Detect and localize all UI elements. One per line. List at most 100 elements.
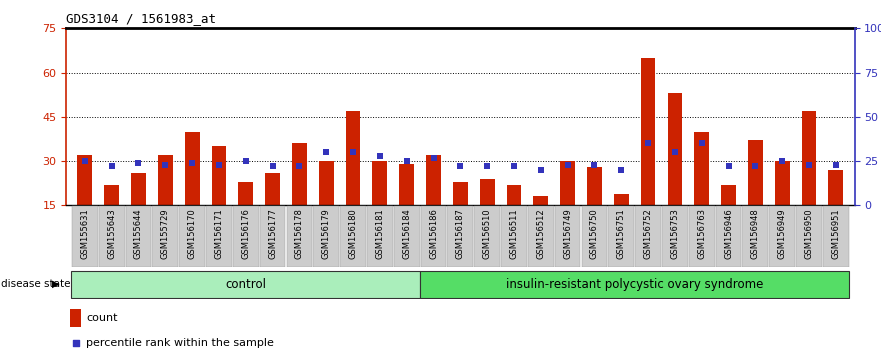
Point	[212, 162, 226, 167]
FancyBboxPatch shape	[152, 206, 178, 267]
Point	[668, 149, 682, 155]
Point	[159, 162, 173, 167]
Bar	[774, 161, 789, 205]
FancyBboxPatch shape	[206, 206, 232, 267]
Text: disease state: disease state	[1, 279, 70, 289]
Text: GSM156178: GSM156178	[295, 209, 304, 259]
FancyBboxPatch shape	[581, 206, 607, 267]
Text: GSM156184: GSM156184	[403, 209, 411, 259]
Text: GSM155644: GSM155644	[134, 209, 143, 259]
Text: GSM156750: GSM156750	[590, 209, 599, 259]
Point	[694, 141, 708, 146]
FancyBboxPatch shape	[662, 206, 688, 267]
Point	[480, 164, 494, 169]
Point	[373, 153, 387, 159]
Bar	[480, 179, 494, 205]
FancyBboxPatch shape	[528, 206, 553, 267]
Point	[802, 162, 816, 167]
Bar	[722, 185, 736, 205]
Text: ▶: ▶	[52, 279, 60, 289]
FancyBboxPatch shape	[314, 206, 339, 267]
Bar	[453, 182, 468, 205]
Text: GSM156752: GSM156752	[643, 209, 653, 259]
Bar	[587, 167, 602, 205]
Bar	[614, 194, 629, 205]
Point	[185, 160, 199, 166]
FancyBboxPatch shape	[796, 206, 822, 267]
Point	[292, 164, 307, 169]
Point	[367, 227, 381, 233]
Bar	[533, 196, 548, 205]
Text: count: count	[86, 313, 117, 323]
Text: GSM156763: GSM156763	[697, 209, 707, 259]
FancyBboxPatch shape	[689, 206, 714, 267]
Point	[507, 164, 521, 169]
Point	[265, 164, 279, 169]
Bar	[319, 161, 334, 205]
Point	[722, 164, 736, 169]
Point	[400, 158, 414, 164]
Text: GSM156176: GSM156176	[241, 209, 250, 259]
Text: GSM156951: GSM156951	[832, 209, 840, 259]
FancyBboxPatch shape	[367, 206, 393, 267]
Bar	[265, 173, 280, 205]
Text: GSM156170: GSM156170	[188, 209, 196, 259]
FancyBboxPatch shape	[126, 206, 152, 267]
Point	[319, 149, 333, 155]
FancyBboxPatch shape	[715, 206, 742, 267]
Bar	[185, 132, 199, 205]
Text: GSM155643: GSM155643	[107, 209, 116, 259]
FancyBboxPatch shape	[555, 206, 581, 267]
Bar	[748, 141, 763, 205]
Text: GSM156177: GSM156177	[268, 209, 278, 259]
FancyBboxPatch shape	[179, 206, 205, 267]
Text: GSM156186: GSM156186	[429, 209, 438, 259]
Text: GSM156512: GSM156512	[537, 209, 545, 259]
Text: percentile rank within the sample: percentile rank within the sample	[86, 338, 274, 348]
FancyBboxPatch shape	[420, 270, 849, 298]
FancyBboxPatch shape	[72, 206, 98, 267]
Point	[453, 164, 467, 169]
Text: GSM156511: GSM156511	[509, 209, 518, 259]
Bar	[560, 161, 575, 205]
Bar	[292, 143, 307, 205]
Point	[588, 162, 602, 167]
Bar	[828, 170, 843, 205]
Text: control: control	[226, 278, 266, 291]
Point	[78, 158, 92, 164]
Point	[426, 155, 440, 160]
Text: GSM156180: GSM156180	[349, 209, 358, 259]
Bar	[399, 164, 414, 205]
Bar	[694, 132, 709, 205]
FancyBboxPatch shape	[99, 206, 124, 267]
FancyBboxPatch shape	[420, 206, 447, 267]
Bar	[158, 155, 173, 205]
Point	[614, 167, 628, 173]
Text: GSM156187: GSM156187	[455, 209, 465, 259]
Bar	[78, 155, 93, 205]
Bar	[211, 146, 226, 205]
Bar	[802, 111, 817, 205]
FancyBboxPatch shape	[394, 206, 419, 267]
FancyBboxPatch shape	[609, 206, 634, 267]
FancyBboxPatch shape	[501, 206, 527, 267]
Text: GSM156946: GSM156946	[724, 209, 733, 259]
FancyBboxPatch shape	[286, 206, 312, 267]
Bar	[507, 185, 522, 205]
Text: GSM156181: GSM156181	[375, 209, 384, 259]
FancyBboxPatch shape	[743, 206, 768, 267]
Text: GSM156753: GSM156753	[670, 209, 679, 259]
FancyBboxPatch shape	[769, 206, 795, 267]
FancyBboxPatch shape	[474, 206, 500, 267]
Point	[829, 162, 843, 167]
Point	[239, 158, 253, 164]
Text: insulin-resistant polycystic ovary syndrome: insulin-resistant polycystic ovary syndr…	[506, 278, 763, 291]
Text: GDS3104 / 1561983_at: GDS3104 / 1561983_at	[66, 12, 216, 25]
Bar	[104, 185, 119, 205]
Text: GSM156751: GSM156751	[617, 209, 626, 259]
Bar	[131, 173, 146, 205]
Text: GSM156749: GSM156749	[563, 209, 572, 259]
Bar	[373, 161, 388, 205]
FancyBboxPatch shape	[260, 206, 285, 267]
Point	[534, 167, 548, 173]
